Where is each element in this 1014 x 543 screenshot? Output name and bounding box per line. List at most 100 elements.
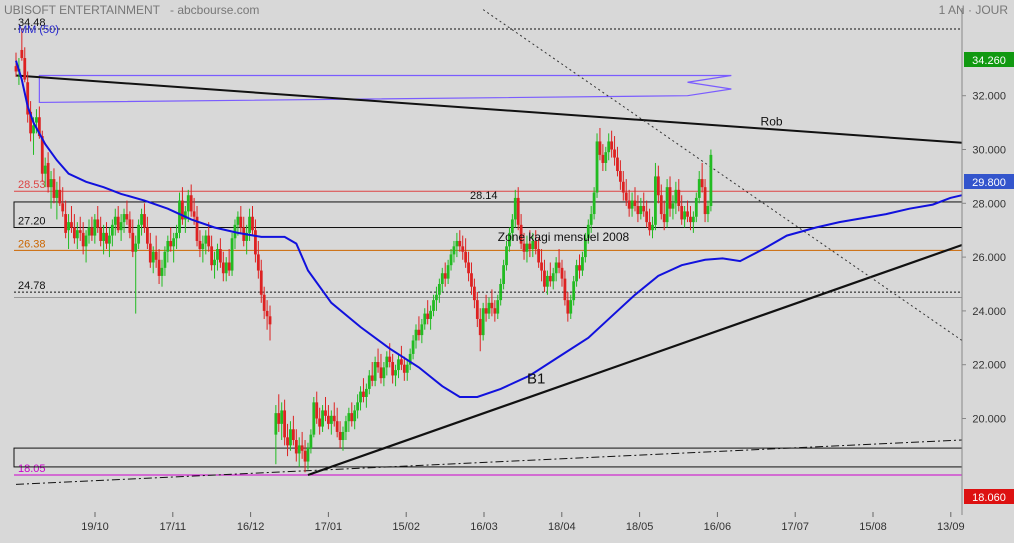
candle-body <box>519 224 523 244</box>
candle-body <box>327 415 330 424</box>
candle-body <box>487 302 491 314</box>
trendline <box>15 74 963 144</box>
candle-body <box>616 157 619 172</box>
candle-body <box>40 136 44 174</box>
candle-body <box>665 187 669 223</box>
candle-body <box>548 275 552 282</box>
candle-body <box>245 232 249 241</box>
candle-body <box>268 316 272 325</box>
candle-body <box>116 216 120 231</box>
candle-body <box>566 300 570 314</box>
candle-body <box>218 249 222 263</box>
y-tick-label: 24.000 <box>972 306 1006 318</box>
candle-body <box>289 429 292 446</box>
candle-body <box>429 310 433 319</box>
candle-body <box>359 391 362 403</box>
candle-body <box>662 214 666 223</box>
level-label: 24.78 <box>18 280 46 292</box>
candle-body <box>534 240 538 250</box>
candle-body <box>277 413 281 424</box>
candle-body <box>324 410 327 416</box>
candle-body <box>216 249 219 260</box>
candle-body <box>683 211 687 220</box>
candle-body <box>449 254 453 266</box>
candle-body <box>52 179 56 198</box>
candle-body <box>315 402 319 419</box>
candle-body <box>411 340 415 354</box>
candle-body <box>621 181 625 193</box>
candle-body <box>119 222 123 231</box>
price-tag-last-label: 29.800 <box>972 177 1006 189</box>
y-tick-label: 26.000 <box>972 252 1006 264</box>
candle-body <box>195 216 199 241</box>
candle-body <box>367 375 371 389</box>
price-tag-low-label: 18.060 <box>972 492 1006 504</box>
candle-body <box>610 141 614 150</box>
candle-body <box>312 402 316 435</box>
candle-body <box>423 313 427 325</box>
candle-body <box>633 200 637 206</box>
ma-legend: MM (50) <box>18 24 59 36</box>
candle-body <box>703 187 707 215</box>
price-tag-high <box>964 52 1014 67</box>
candle-body <box>397 359 400 371</box>
candle-body <box>607 141 611 153</box>
candle-body <box>435 294 438 301</box>
candle-body <box>575 265 578 282</box>
candle-body <box>598 141 602 155</box>
price-tag-high-label: 34.260 <box>972 55 1006 67</box>
candle-body <box>446 265 450 279</box>
candle-body <box>709 154 713 206</box>
candle-body <box>318 418 322 427</box>
candle-body <box>405 364 409 373</box>
candle-body <box>563 278 567 301</box>
candle-body <box>551 273 555 282</box>
candle-body <box>55 189 59 198</box>
candle-body <box>648 222 651 231</box>
candle-body <box>14 66 18 72</box>
candle-body <box>309 434 313 449</box>
candle-body <box>694 197 698 217</box>
candle-body <box>432 300 435 311</box>
candle-body <box>181 200 184 220</box>
candle-body <box>265 310 269 317</box>
annotation-label: B1 <box>527 371 545 388</box>
candle-body <box>67 222 70 231</box>
y-tick-label: 28.000 <box>972 198 1006 210</box>
candle-body <box>443 273 447 279</box>
candle-body <box>540 262 543 271</box>
trendline <box>15 439 963 485</box>
candle-body <box>96 219 100 228</box>
candle-body <box>338 431 342 441</box>
candle-body <box>151 251 155 263</box>
x-tick-label: 15/08 <box>859 521 887 533</box>
candle-body <box>493 308 497 314</box>
candle-body <box>391 362 395 376</box>
candle-body <box>81 232 85 247</box>
candle-body <box>23 58 27 80</box>
level-label: 27.20 <box>18 216 46 228</box>
candle-body <box>464 251 468 263</box>
candle-body <box>689 216 692 223</box>
candle-body <box>332 415 336 422</box>
candle-body <box>554 262 558 274</box>
candle-body <box>654 176 657 225</box>
candle-body <box>353 410 357 422</box>
candle-body <box>572 281 576 301</box>
candle-body <box>350 413 354 422</box>
x-tick-label: 15/02 <box>392 521 420 533</box>
candle-body <box>668 187 672 209</box>
candle-body <box>543 270 546 287</box>
candle-body <box>470 273 473 287</box>
candle-body <box>452 246 456 255</box>
candle-body <box>201 243 205 250</box>
candle-body <box>207 235 211 247</box>
candle-body <box>706 205 710 215</box>
x-tick-label: 19/10 <box>81 521 109 533</box>
level-label: 26.38 <box>18 238 46 250</box>
candle-body <box>671 203 675 209</box>
candle-body <box>204 235 208 244</box>
candle-body <box>329 415 333 424</box>
candle-body <box>49 179 53 188</box>
